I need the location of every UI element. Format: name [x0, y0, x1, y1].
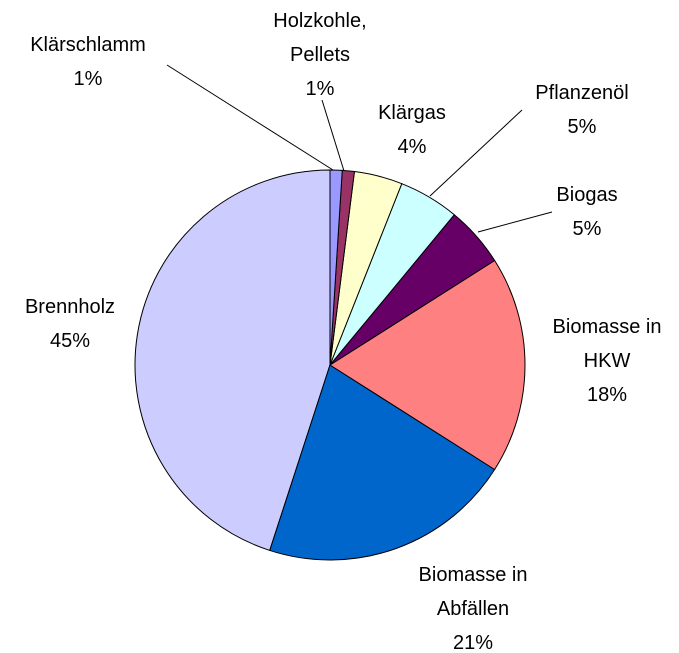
- slice-label: Pflanzenöl 5%: [472, 76, 679, 144]
- slice-percent: 45%: [49, 330, 91, 352]
- slice-label: Brennholz 45%: [0, 290, 180, 358]
- slice-label: Klärschlamm 1%: [0, 28, 198, 96]
- leader-lines: [166, 64, 553, 233]
- slice-name: Klärschlamm: [30, 34, 146, 56]
- slice-name: Klärgas: [378, 102, 446, 124]
- slice-label: Biomasse in HKW 18%: [497, 310, 679, 412]
- leader-line: [477, 211, 553, 233]
- slice-percent: 1%: [305, 78, 335, 100]
- slice-percent: 18%: [586, 384, 628, 406]
- slice-percent: 21%: [452, 632, 494, 653]
- slice-label: Klärgas 4%: [302, 96, 522, 164]
- leader-line: [429, 109, 523, 197]
- leader-line: [321, 99, 345, 172]
- slice-name: Pflanzenöl: [535, 82, 629, 104]
- slice-label: Biomasse in Abfällen 21%: [363, 558, 583, 653]
- slice-name: Biomasse in Abfällen: [418, 564, 528, 620]
- pie-slice: [134, 169, 331, 552]
- slice-label: Biogas 5%: [477, 178, 679, 246]
- slice-percent: 1%: [73, 68, 103, 90]
- pie-slice: [329, 259, 526, 471]
- slice-percent: 4%: [397, 136, 427, 158]
- slice-label: Holzkohle, Pellets 1%: [210, 4, 430, 106]
- leader-line: [166, 64, 334, 171]
- slice-name: Biomasse in HKW: [552, 316, 662, 372]
- pie-slice: [329, 169, 343, 366]
- slice-name: Biogas: [556, 184, 618, 206]
- slice-name: Holzkohle, Pellets: [273, 10, 367, 66]
- slice-percent: 5%: [567, 116, 597, 138]
- slice-name: Brennholz: [24, 296, 116, 318]
- pie-slice: [269, 364, 496, 561]
- slice-percent: 5%: [572, 218, 602, 240]
